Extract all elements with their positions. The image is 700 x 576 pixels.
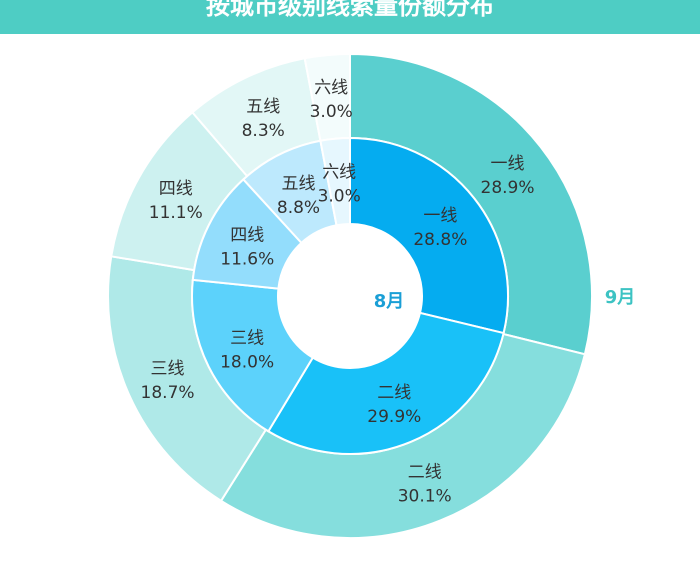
inner-value-label-0: 28.8% (413, 230, 467, 250)
title-banner: 按城市级别线索量份额分布 (0, 0, 700, 34)
donut-hole (278, 224, 422, 368)
outer-value-label-5: 3.0% (310, 102, 353, 122)
inner-value-label-2: 18.0% (220, 352, 274, 372)
inner-value-label-4: 8.8% (277, 198, 320, 218)
outer-ring-9月 (107, 52, 593, 539)
inner-ring-8月 (191, 136, 509, 455)
inner-value-label-3: 11.6% (220, 249, 274, 269)
outer-value-label-2: 18.7% (141, 383, 195, 403)
inner-category-label-0: 一线 (423, 206, 457, 226)
outer-category-label-4: 五线 (246, 97, 280, 117)
inner-category-label-5: 六线 (322, 163, 356, 183)
inner-value-label-1: 29.9% (367, 407, 421, 427)
slice-labels: 一线 28.9% 二线 30.1% 三线 18.7% 四线 11.1% 五线 8.3% 六线 3.0%… (141, 78, 535, 507)
outer-category-label-0: 一线 (491, 154, 525, 174)
outer-value-label-3: 11.1% (149, 203, 203, 223)
outer-value-label-4: 8.3% (242, 121, 285, 141)
outer-category-label-2: 三线 (151, 359, 185, 379)
outer-series-name: 9月 (605, 287, 636, 308)
inner-value-label-5: 3.0% (318, 187, 361, 207)
inner-category-label-4: 五线 (281, 174, 315, 194)
outer-value-label-1: 30.1% (398, 487, 452, 507)
inner-category-label-3: 四线 (230, 225, 264, 245)
outer-category-label-5: 六线 (314, 78, 348, 98)
outer-value-label-0: 28.9% (481, 178, 535, 198)
inner-category-label-2: 三线 (230, 328, 264, 348)
chart-title: 按城市级别线索量份额分布 (206, 0, 494, 20)
inner-series-name: 8月 (374, 291, 405, 312)
outer-category-label-1: 二线 (408, 463, 442, 483)
outer-category-label-3: 四线 (159, 179, 193, 199)
inner-category-label-1: 二线 (377, 383, 411, 403)
